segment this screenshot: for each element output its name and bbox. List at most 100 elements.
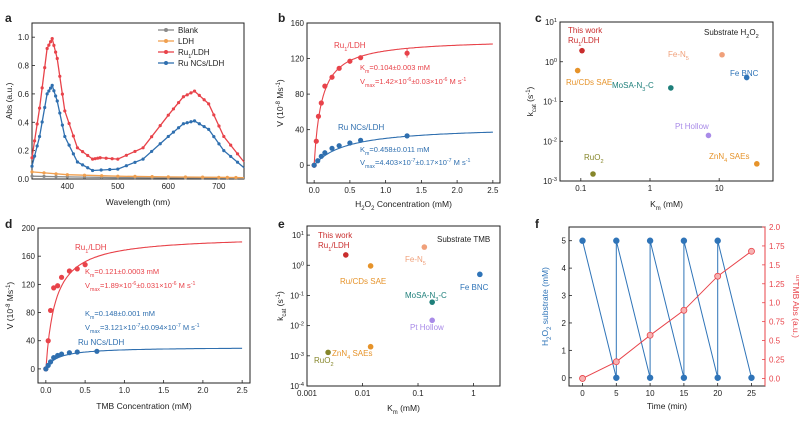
data-point	[429, 299, 435, 305]
data-point	[719, 51, 725, 58]
data-point	[329, 145, 335, 151]
x-tick-label: 1.5	[158, 386, 170, 395]
data-point	[185, 121, 189, 125]
legend-marker	[164, 28, 168, 32]
series-line	[582, 250, 752, 379]
data-point	[93, 157, 97, 161]
panel-label: a	[5, 11, 12, 25]
data-point	[42, 171, 46, 175]
x-tick-label: 25	[747, 389, 756, 398]
data-point	[202, 125, 206, 129]
legend-marker	[164, 50, 168, 54]
data-point	[325, 349, 331, 356]
legend-marker	[164, 61, 168, 65]
data-point	[32, 139, 37, 143]
data-point	[367, 263, 374, 269]
data-point	[158, 124, 162, 128]
data-point	[754, 161, 760, 167]
data-point	[680, 374, 688, 381]
data-point	[313, 138, 319, 144]
data-point	[30, 174, 34, 178]
series-line	[31, 36, 245, 163]
data-point	[315, 113, 322, 119]
vmax-label: Vmax=1.42×10-6±0.03×10-6 M s-1	[360, 77, 466, 89]
y-tick-label: 10-2	[543, 137, 557, 146]
y-tick-label: 0	[31, 365, 36, 374]
data-point	[47, 359, 54, 365]
chart-title: Substrate H2O2	[704, 28, 759, 40]
x-axis-label: Wavelength (nm)	[106, 197, 171, 207]
y-right-tick-label: 0.5	[769, 337, 781, 346]
data-point	[43, 65, 47, 70]
x-tick-label: 2.0	[452, 186, 464, 195]
y-right-tick-label: 2.0	[769, 223, 781, 232]
data-point	[71, 134, 75, 138]
data-point	[590, 171, 596, 177]
point-label: MoSA-N3-C	[612, 81, 654, 93]
data-point	[202, 98, 206, 102]
data-point	[99, 168, 103, 172]
x-tick-label: 1.0	[380, 186, 392, 195]
data-point	[45, 92, 49, 96]
plot-frame	[37, 227, 251, 384]
x-tick-label: 10	[715, 184, 724, 193]
data-point	[429, 317, 435, 324]
plot-frame	[306, 225, 501, 387]
data-point	[30, 164, 34, 168]
y-tick-label: 120	[22, 280, 36, 289]
data-point	[166, 134, 170, 139]
data-point	[124, 153, 128, 157]
series-line	[31, 175, 245, 179]
chart-title: Substrate TMB	[437, 235, 490, 244]
fit-curve	[313, 43, 493, 166]
x-tick-label: 2.5	[237, 386, 249, 395]
data-point	[207, 102, 211, 106]
data-point	[613, 374, 620, 381]
data-point	[181, 122, 186, 126]
data-point	[336, 65, 342, 71]
y-tick-label: 0.0	[18, 175, 30, 184]
x-tick-label: 1	[648, 184, 653, 193]
data-point	[166, 175, 170, 179]
data-point	[229, 154, 233, 159]
data-point	[96, 156, 100, 160]
data-point	[668, 85, 674, 91]
data-point	[94, 348, 100, 354]
data-point	[347, 140, 353, 146]
y-axis-label: kcat (s-1)	[275, 291, 288, 321]
x-tick-label: 1.5	[416, 186, 428, 195]
data-point	[98, 156, 102, 160]
data-point	[185, 93, 189, 97]
legend-marker	[164, 39, 168, 43]
data-point	[71, 152, 75, 156]
data-point	[104, 156, 108, 160]
data-point	[55, 56, 59, 61]
y-tick-label: 10-4	[290, 382, 304, 391]
data-point	[86, 166, 90, 170]
point-label: MoSA-N3-C	[405, 291, 447, 303]
data-point	[110, 157, 114, 161]
y-axis-label: V (10-8 Ms-1)	[275, 79, 285, 127]
data-point	[58, 74, 62, 78]
data-point	[171, 107, 176, 111]
km-label: Km=0.121±0.0003 mM	[85, 267, 159, 279]
series-line	[31, 171, 245, 179]
data-point	[201, 175, 205, 179]
legend-label: Ru NCs/LDH	[178, 59, 224, 68]
y-axis-label: V (10-8 Ms-1)	[5, 282, 15, 330]
data-point	[225, 175, 229, 179]
data-point	[67, 121, 71, 126]
data-point	[54, 50, 58, 54]
legend-label: Ru1/LDH	[178, 48, 210, 60]
panel-label: b	[278, 11, 285, 25]
data-point	[74, 349, 80, 355]
y-tick-label: 0	[300, 161, 305, 170]
data-point	[37, 134, 42, 139]
point-label: Fe-N5	[405, 255, 426, 267]
data-point	[235, 152, 240, 156]
data-point	[150, 175, 154, 179]
data-point	[55, 99, 59, 103]
x-tick-label: 1	[471, 389, 476, 398]
data-point	[52, 43, 56, 47]
data-point	[680, 306, 688, 314]
